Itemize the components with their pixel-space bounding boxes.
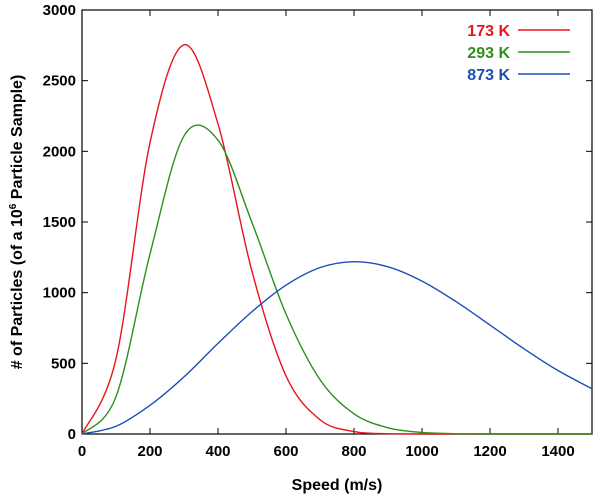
- x-tick-label: 1200: [473, 443, 506, 460]
- x-tick-label: 1400: [541, 443, 574, 460]
- x-tick-label: 1000: [405, 443, 438, 460]
- x-tick-label: 400: [205, 443, 230, 460]
- series-line-173-k: [81, 44, 592, 435]
- series-layer: [81, 44, 593, 435]
- x-tick-label: 600: [273, 443, 298, 460]
- y-axis-label: # of Particles (of a 106 Particle Sample…: [8, 75, 26, 370]
- x-tick-label: 800: [341, 443, 366, 460]
- x-tick-label: 200: [137, 443, 162, 460]
- y-tick-label: 1500: [43, 214, 76, 231]
- y-tick-label: 1000: [43, 285, 76, 302]
- legend-label: 873 K: [467, 67, 510, 84]
- y-tick-label: 0: [68, 426, 76, 443]
- series-line-293-k: [81, 124, 592, 435]
- legend-label: 293 K: [467, 45, 510, 62]
- y-axis-label-exponent: 6: [8, 203, 19, 209]
- y-axis-label-main: # of Particles (of a 10: [9, 209, 26, 369]
- y-tick-label: 3000: [43, 2, 76, 19]
- legend: 173 K 293 K 873 K: [467, 23, 570, 84]
- y-tick-label: 2000: [43, 143, 76, 160]
- y-axis-label-tail: Particle Sample): [9, 75, 26, 204]
- y-tick-label: 500: [51, 355, 76, 372]
- axis-ticks: 0 200 400 600 800 1000 1200 1400 0 500 1000 1500 200…: [43, 2, 592, 460]
- series-line-873-k: [81, 261, 593, 435]
- x-axis-label: Speed (m/s): [292, 477, 383, 494]
- x-tick-label: 0: [78, 443, 86, 460]
- y-tick-label: 2500: [43, 73, 76, 90]
- legend-label: 173 K: [467, 23, 510, 40]
